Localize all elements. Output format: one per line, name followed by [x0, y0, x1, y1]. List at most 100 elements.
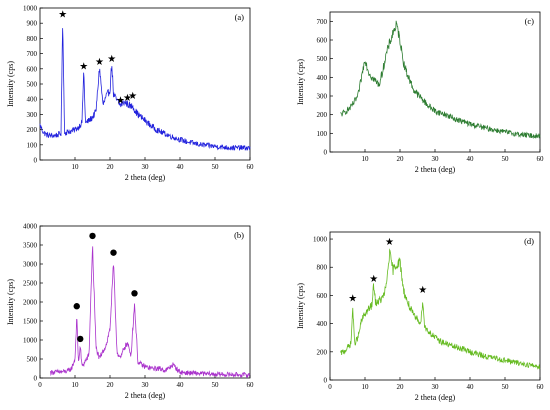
- data-series-line: [340, 20, 541, 140]
- x-tick-label: 50: [502, 155, 510, 163]
- panel-label: (d): [524, 236, 534, 246]
- y-tick-label: 1000: [23, 5, 38, 13]
- x-tick-label: 50: [212, 381, 220, 389]
- peak-star-marker: ★: [95, 57, 104, 68]
- peak-star-marker: ★: [116, 96, 125, 107]
- x-tick-label: 0: [38, 381, 42, 389]
- panel-b: 0 10 20 30 40 50 60 0 500 1000 1500 2000 2500 3000 350…: [6, 223, 254, 401]
- y-tick-label: 400: [317, 320, 328, 328]
- y-tick-label: 200: [317, 111, 328, 119]
- y-tick-label: 200: [27, 126, 38, 134]
- x-tick-label: 30: [432, 155, 440, 163]
- y-tick-label: 0: [324, 377, 328, 385]
- peak-star-marker: ★: [107, 54, 116, 65]
- peak-star-marker: ★: [58, 10, 67, 21]
- panel-label: (b): [234, 230, 244, 240]
- y-tick-label: 100: [27, 141, 38, 149]
- plot-frame: [329, 231, 541, 381]
- y-axis-label: Intensity (cps): [6, 279, 15, 325]
- x-tick-label: 30: [142, 381, 150, 389]
- y-tick-label: 400: [317, 74, 328, 82]
- y-tick-label: 600: [27, 65, 38, 73]
- y-axis-label: Intensity (cps): [296, 283, 305, 329]
- y-tick-label: 800: [27, 35, 38, 43]
- peak-dot-marker: [131, 290, 138, 297]
- x-tick-label: 40: [177, 381, 185, 389]
- panel-label: (a): [235, 12, 245, 22]
- x-tick-label: 30: [432, 383, 440, 391]
- x-axis-label: 2 theta (deg): [415, 393, 456, 402]
- data-series-line: [39, 28, 251, 152]
- y-tick-label: 600: [317, 37, 328, 45]
- x-tick-label: 20: [397, 383, 405, 391]
- y-tick-label: 0: [324, 149, 328, 157]
- y-tick-label: 200: [317, 348, 328, 356]
- y-tick-label: 700: [27, 50, 38, 58]
- peak-star-marker: ★: [128, 91, 137, 102]
- data-series-line: [340, 248, 541, 370]
- peak-star-marker: ★: [385, 237, 394, 248]
- x-axis-label: 2 theta (deg): [415, 165, 456, 174]
- x-tick-label: 10: [72, 381, 80, 389]
- peak-star-marker: ★: [418, 285, 427, 296]
- y-axis-label: Intensity (cps): [6, 61, 15, 107]
- x-tick-label: 10: [362, 383, 370, 391]
- y-axis-label: Intensity (cps): [296, 59, 305, 105]
- y-tick-label: 300: [27, 111, 38, 119]
- peak-dot-marker: [89, 232, 96, 240]
- y-tick-label: 1000: [23, 337, 38, 345]
- x-tick-label: 60: [247, 381, 255, 389]
- y-tick-label: 1500: [23, 318, 38, 326]
- peak-star-marker: ★: [348, 294, 357, 305]
- y-tick-label: 500: [27, 81, 38, 89]
- y-tick-label: 3000: [23, 261, 38, 269]
- y-tick-label: 2000: [23, 299, 38, 307]
- x-tick-label: 0: [328, 383, 332, 391]
- data-series-line: [50, 246, 251, 379]
- y-tick-label: 0: [34, 157, 38, 165]
- y-tick-label: 600: [317, 292, 328, 300]
- peak-dot-marker: [77, 335, 84, 343]
- panel-a: 10 20 30 40 50 600100200300400500600700800900…: [6, 5, 254, 183]
- x-tick-label: 10: [72, 163, 80, 171]
- y-tick-label: 3500: [23, 242, 38, 250]
- x-tick-label: 20: [107, 163, 115, 171]
- plot-frame: [39, 7, 251, 161]
- panel-label: (c): [525, 16, 535, 26]
- y-tick-label: 1000: [313, 236, 328, 244]
- x-tick-label: 40: [177, 163, 185, 171]
- y-tick-label: 300: [317, 93, 328, 101]
- y-tick-label: 500: [317, 55, 328, 63]
- x-tick-label: 60: [247, 163, 255, 171]
- x-tick-label: 20: [397, 155, 405, 163]
- peak-star-marker: ★: [369, 274, 378, 285]
- x-axis-label: 2 theta (deg): [125, 391, 166, 400]
- peak-star-marker: ★: [123, 93, 132, 104]
- x-tick-label: 10: [362, 155, 370, 163]
- peak-dot-marker: [110, 249, 117, 256]
- y-tick-label: 100: [317, 130, 328, 138]
- x-tick-label: 40: [467, 155, 475, 163]
- x-tick-label: 60: [537, 155, 545, 163]
- x-tick-label: 50: [212, 163, 220, 171]
- x-tick-label: 30: [142, 163, 150, 171]
- y-tick-label: 900: [27, 20, 38, 28]
- y-tick-label: 700: [317, 18, 328, 26]
- x-tick-label: 20: [107, 381, 115, 389]
- plot-frame: [39, 225, 251, 379]
- peak-dot-marker: [73, 303, 80, 310]
- y-tick-label: 800: [317, 264, 328, 272]
- x-tick-label: 50: [502, 383, 510, 391]
- y-tick-label: 400: [27, 96, 38, 104]
- y-tick-label: 4000: [23, 223, 38, 231]
- x-tick-label: 60: [537, 383, 545, 391]
- x-axis-label: 2 theta (deg): [125, 173, 166, 182]
- peak-star-marker: ★: [79, 61, 88, 72]
- y-tick-label: 2500: [23, 280, 38, 288]
- x-tick-label: 40: [467, 383, 475, 391]
- y-tick-label: 0: [34, 375, 38, 383]
- y-tick-label: 500: [27, 356, 38, 364]
